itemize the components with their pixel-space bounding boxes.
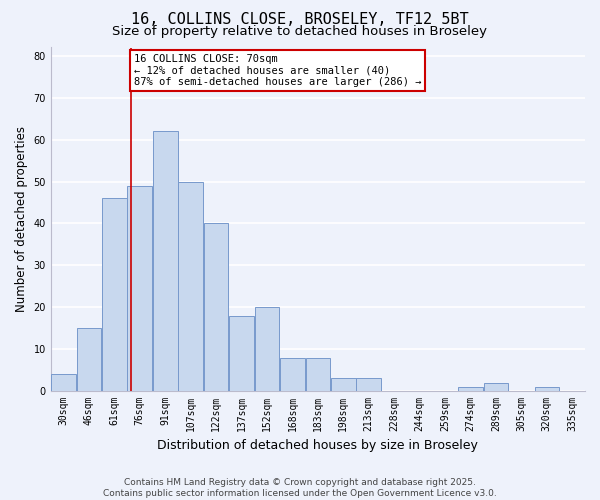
Y-axis label: Number of detached properties: Number of detached properties: [15, 126, 28, 312]
X-axis label: Distribution of detached houses by size in Broseley: Distribution of detached houses by size …: [157, 440, 478, 452]
Bar: [51, 374, 76, 391]
Bar: [102, 198, 127, 391]
Bar: [77, 328, 101, 391]
Bar: [356, 378, 381, 391]
Bar: [331, 378, 356, 391]
Bar: [153, 132, 178, 391]
Text: Size of property relative to detached houses in Broseley: Size of property relative to detached ho…: [113, 25, 487, 38]
Text: 16, COLLINS CLOSE, BROSELEY, TF12 5BT: 16, COLLINS CLOSE, BROSELEY, TF12 5BT: [131, 12, 469, 28]
Bar: [254, 308, 280, 391]
Text: 16 COLLINS CLOSE: 70sqm
← 12% of detached houses are smaller (40)
87% of semi-de: 16 COLLINS CLOSE: 70sqm ← 12% of detache…: [134, 54, 421, 87]
Bar: [229, 316, 254, 391]
Bar: [458, 387, 483, 391]
Bar: [484, 382, 508, 391]
Text: Contains HM Land Registry data © Crown copyright and database right 2025.
Contai: Contains HM Land Registry data © Crown c…: [103, 478, 497, 498]
Bar: [280, 358, 305, 391]
Bar: [204, 224, 229, 391]
Bar: [535, 387, 559, 391]
Bar: [127, 186, 152, 391]
Bar: [178, 182, 203, 391]
Bar: [305, 358, 330, 391]
